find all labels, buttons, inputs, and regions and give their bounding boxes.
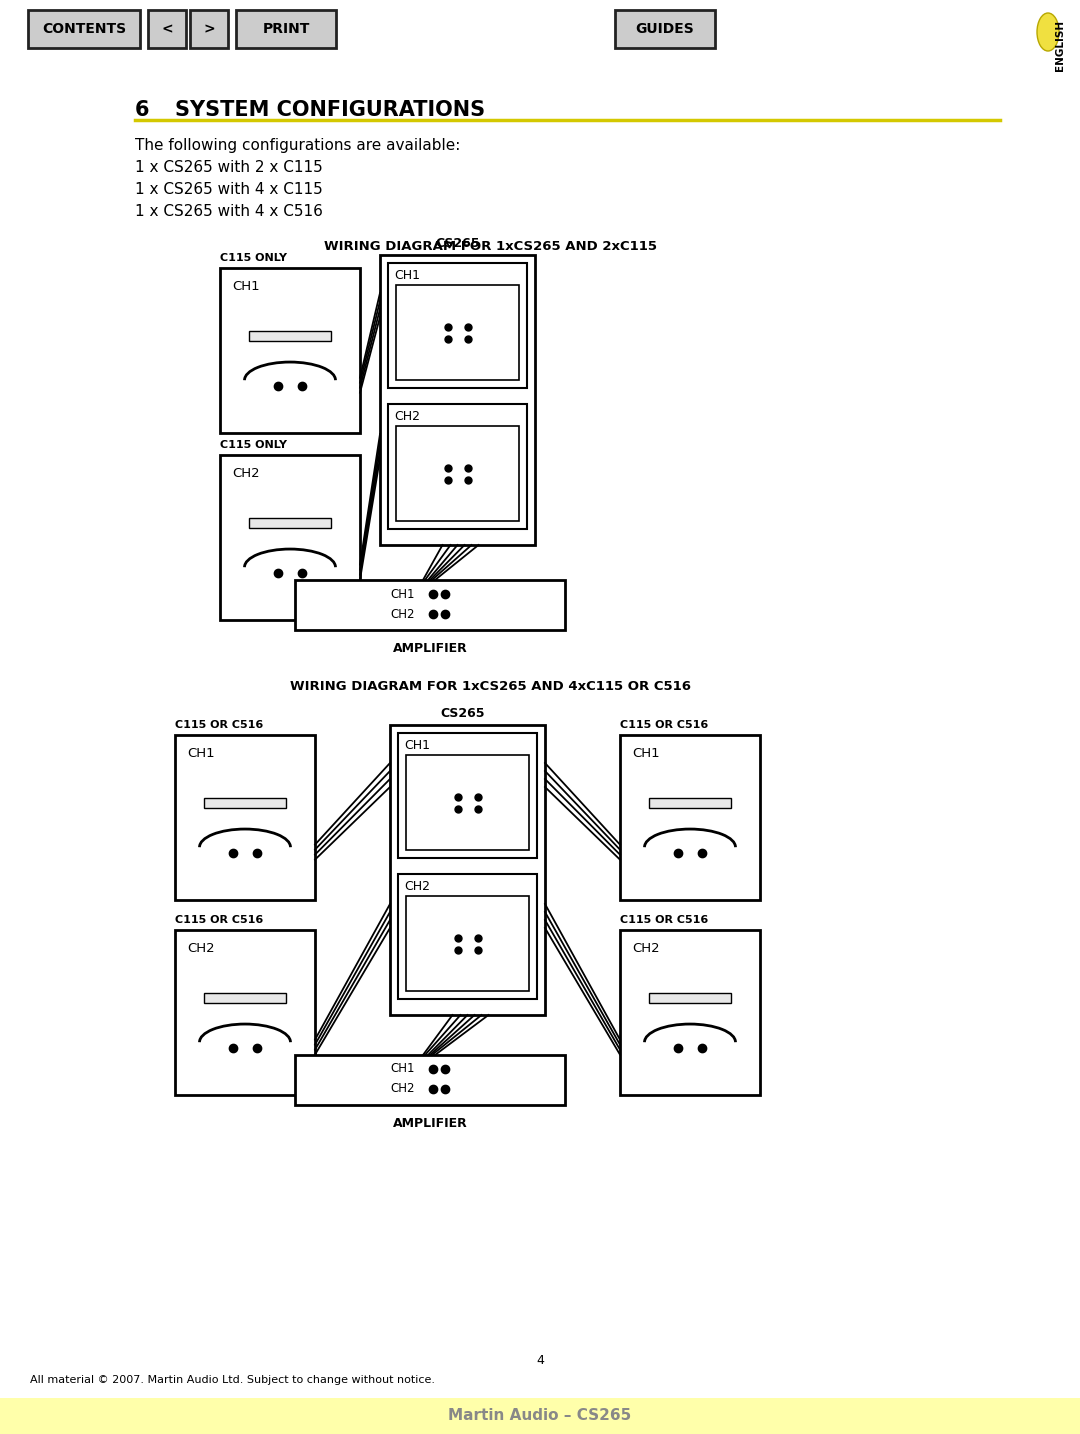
Bar xyxy=(220,455,360,619)
Text: <: < xyxy=(161,22,173,36)
Text: C115 OR C516: C115 OR C516 xyxy=(175,720,264,730)
Text: CH1: CH1 xyxy=(232,280,259,293)
Bar xyxy=(399,733,537,858)
Bar xyxy=(406,896,529,991)
Text: C115 ONLY: C115 ONLY xyxy=(220,252,287,262)
Text: C115 OR C516: C115 OR C516 xyxy=(620,915,708,925)
Bar xyxy=(175,736,315,901)
Text: >: > xyxy=(203,22,215,36)
Text: CH1: CH1 xyxy=(632,747,660,760)
Text: CH2: CH2 xyxy=(391,608,415,621)
Bar xyxy=(204,992,285,1002)
Text: SYSTEM CONFIGURATIONS: SYSTEM CONFIGURATIONS xyxy=(175,100,485,120)
Bar xyxy=(649,992,730,1002)
Bar xyxy=(220,268,360,433)
Text: All material © 2007. Martin Audio Ltd. Subject to change without notice.: All material © 2007. Martin Audio Ltd. S… xyxy=(30,1375,435,1385)
Bar xyxy=(0,1398,1080,1434)
Text: CH1: CH1 xyxy=(391,588,415,601)
Text: The following configurations are available:: The following configurations are availab… xyxy=(135,138,460,153)
Bar xyxy=(295,1055,565,1106)
Bar xyxy=(249,331,330,341)
Text: 1 x CS265 with 4 x C516: 1 x CS265 with 4 x C516 xyxy=(135,204,323,219)
Text: CH1: CH1 xyxy=(187,747,215,760)
Bar xyxy=(175,931,315,1096)
Text: AMPLIFIER: AMPLIFIER xyxy=(393,1117,468,1130)
Bar xyxy=(190,10,228,47)
Bar xyxy=(148,10,186,47)
Bar xyxy=(390,726,545,1015)
Text: CH2: CH2 xyxy=(394,410,420,423)
Bar xyxy=(399,873,537,998)
Text: 1 x CS265 with 4 x C115: 1 x CS265 with 4 x C115 xyxy=(135,182,323,196)
Bar xyxy=(249,518,330,528)
Text: Martin Audio – CS265: Martin Audio – CS265 xyxy=(448,1408,632,1424)
Text: WIRING DIAGRAM FOR 1xCS265 AND 4xC115 OR C516: WIRING DIAGRAM FOR 1xCS265 AND 4xC115 OR… xyxy=(289,680,690,693)
Bar xyxy=(396,285,519,380)
Text: CONTENTS: CONTENTS xyxy=(42,22,126,36)
Text: CH1: CH1 xyxy=(394,270,420,282)
Text: C115 OR C516: C115 OR C516 xyxy=(620,720,708,730)
Text: AMPLIFIER: AMPLIFIER xyxy=(393,642,468,655)
Bar xyxy=(388,404,527,529)
Text: CH2: CH2 xyxy=(632,942,660,955)
Text: ENGLISH: ENGLISH xyxy=(1055,20,1065,72)
Bar xyxy=(620,931,760,1096)
Text: PRINT: PRINT xyxy=(262,22,310,36)
Text: CH1: CH1 xyxy=(391,1063,415,1076)
Bar xyxy=(388,262,527,387)
Bar xyxy=(204,797,285,807)
Text: CH2: CH2 xyxy=(404,880,430,893)
Bar xyxy=(649,797,730,807)
Bar xyxy=(28,10,140,47)
Bar xyxy=(237,10,336,47)
Text: CH1: CH1 xyxy=(404,739,430,751)
Text: CH2: CH2 xyxy=(391,1083,415,1096)
Bar xyxy=(406,754,529,850)
Text: C115 ONLY: C115 ONLY xyxy=(220,440,287,450)
Bar xyxy=(295,579,565,630)
Text: GUIDES: GUIDES xyxy=(636,22,694,36)
Text: CS265: CS265 xyxy=(435,237,480,250)
Bar xyxy=(615,10,715,47)
Text: 6: 6 xyxy=(135,100,149,120)
Text: WIRING DIAGRAM FOR 1xCS265 AND 2xC115: WIRING DIAGRAM FOR 1xCS265 AND 2xC115 xyxy=(324,239,657,252)
Ellipse shape xyxy=(1037,13,1059,52)
Text: C115 OR C516: C115 OR C516 xyxy=(175,915,264,925)
Bar xyxy=(396,426,519,521)
Bar xyxy=(380,255,535,545)
Text: CH2: CH2 xyxy=(232,467,259,480)
Bar xyxy=(620,736,760,901)
Text: 1 x CS265 with 2 x C115: 1 x CS265 with 2 x C115 xyxy=(135,161,323,175)
Text: CS265: CS265 xyxy=(440,707,485,720)
Text: 4: 4 xyxy=(536,1354,544,1367)
Text: CH2: CH2 xyxy=(187,942,215,955)
